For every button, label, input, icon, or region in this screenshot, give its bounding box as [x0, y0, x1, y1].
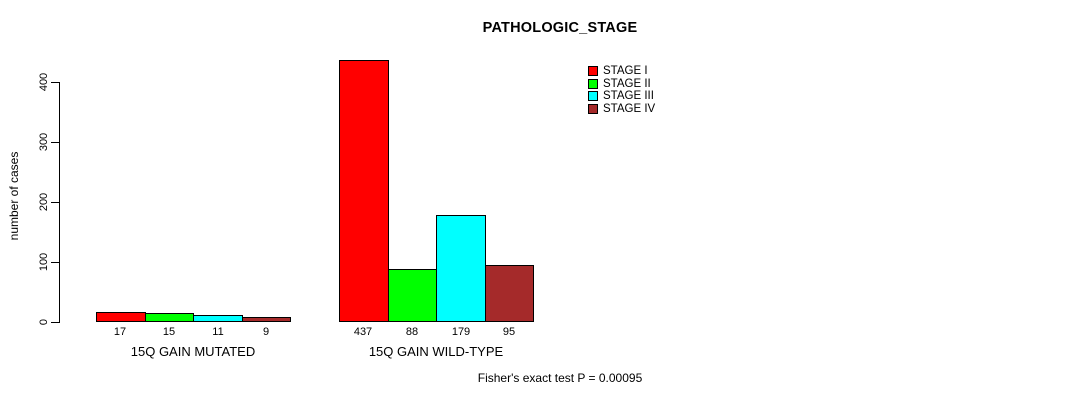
- legend-label: STAGE IV: [603, 102, 656, 115]
- bar-stage-iv-15q-gain-mutated: [242, 317, 291, 322]
- legend-label: STAGE III: [603, 90, 654, 102]
- chart-title: PATHOLOGIC_STAGE: [482, 20, 638, 36]
- y-axis-tick: [51, 202, 59, 203]
- bar-stage-i-15q-gain-wild-type: [339, 60, 389, 322]
- y-axis-line: [59, 82, 60, 323]
- bar-value-label: 88: [405, 326, 419, 338]
- y-axis-tick-label: 400: [38, 72, 50, 92]
- legend-swatch-stage-iv: [588, 103, 598, 114]
- bar-value-label: 437: [353, 326, 373, 338]
- bar-value-label: 95: [502, 326, 516, 338]
- y-axis-tick-label: 300: [38, 132, 50, 152]
- fisher-test-annotation: Fisher's exact test P = 0.00095: [477, 371, 643, 385]
- x-category-label-15q-gain-mutated: 15Q GAIN MUTATED: [130, 344, 256, 359]
- legend-swatch-stage-ii: [588, 78, 598, 89]
- bar-value-label: 17: [113, 326, 127, 338]
- bar-stage-ii-15q-gain-wild-type: [388, 269, 437, 322]
- bar-value-label: 15: [162, 326, 176, 338]
- y-axis-tick-label: 200: [38, 192, 50, 212]
- y-axis-tick: [51, 262, 59, 263]
- bar-value-label: 179: [451, 326, 471, 338]
- legend-label: STAGE I: [603, 65, 648, 77]
- legend-label: STAGE II: [603, 77, 651, 90]
- bar-value-label: 11: [212, 326, 224, 338]
- legend-swatch-stage-i: [588, 66, 598, 76]
- y-axis-tick: [51, 322, 59, 323]
- bar-stage-iii-15q-gain-mutated: [193, 315, 243, 322]
- y-axis-tick: [51, 82, 59, 83]
- bar-stage-iii-15q-gain-wild-type: [436, 215, 486, 322]
- y-axis-tick: [51, 142, 59, 143]
- bar-value-label: 9: [262, 326, 270, 338]
- bar-stage-iv-15q-gain-wild-type: [485, 265, 534, 322]
- legend-swatch-stage-iii: [588, 91, 598, 101]
- bar-stage-ii-15q-gain-mutated: [145, 313, 194, 322]
- bar-stage-i-15q-gain-mutated: [96, 312, 146, 322]
- x-category-label-15q-gain-wild-type: 15Q GAIN WILD-TYPE: [368, 344, 504, 359]
- y-axis-tick-label: 100: [38, 252, 50, 272]
- y-axis-tick-label: 0: [38, 318, 50, 326]
